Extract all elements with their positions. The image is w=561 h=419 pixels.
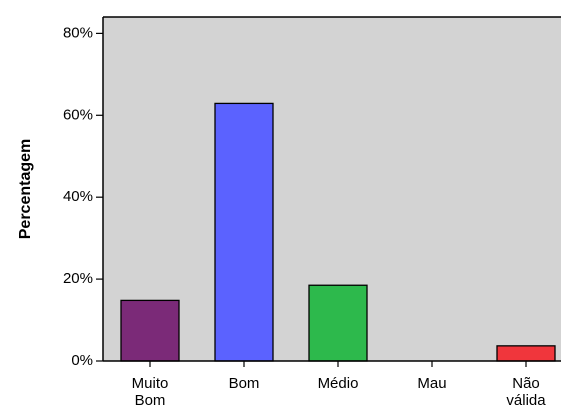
x-category-label: Bom <box>229 375 260 392</box>
x-category-label: Médio <box>318 375 359 392</box>
y-tick-label: 0% <box>71 352 93 369</box>
y-tick-label: 60% <box>63 106 93 123</box>
x-category-label-line2: Bom <box>135 392 166 409</box>
y-ticks-group: 0% 20% 40% 60% 80% <box>63 24 103 369</box>
bars-group <box>120 102 556 362</box>
x-category-label-line2: válida <box>506 392 546 409</box>
bar <box>214 102 274 362</box>
x-category-label: Muito <box>132 375 169 392</box>
x-category-label: Mau <box>417 375 446 392</box>
bar <box>308 284 368 362</box>
y-tick-label: 40% <box>63 188 93 205</box>
bar <box>120 299 180 362</box>
y-tick-label: 20% <box>63 270 93 287</box>
bar <box>496 345 556 362</box>
y-axis-title: Percentagem <box>17 139 34 240</box>
y-tick-label: 80% <box>63 24 93 41</box>
x-category-label: Não <box>512 375 540 392</box>
